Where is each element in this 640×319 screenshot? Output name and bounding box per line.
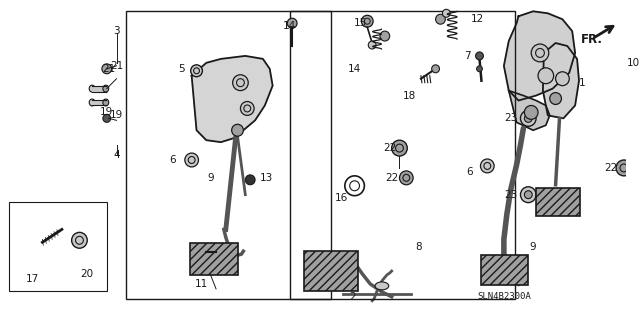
- Circle shape: [72, 232, 87, 248]
- Circle shape: [343, 273, 351, 281]
- Text: 11: 11: [195, 279, 208, 289]
- Text: 13: 13: [260, 173, 273, 183]
- Ellipse shape: [89, 85, 95, 92]
- Circle shape: [241, 101, 254, 115]
- Text: 20: 20: [81, 269, 94, 279]
- Bar: [92, 85, 108, 93]
- Ellipse shape: [103, 85, 109, 92]
- Text: 9: 9: [530, 242, 536, 252]
- Ellipse shape: [103, 99, 109, 106]
- Circle shape: [520, 110, 536, 126]
- Text: 21: 21: [102, 64, 115, 74]
- Circle shape: [232, 124, 243, 136]
- Text: 14: 14: [283, 21, 296, 31]
- Text: 9: 9: [208, 173, 214, 183]
- Circle shape: [245, 175, 255, 185]
- Polygon shape: [543, 43, 579, 118]
- Text: 7: 7: [465, 51, 471, 61]
- Circle shape: [185, 153, 198, 167]
- Polygon shape: [191, 56, 273, 142]
- Text: 17: 17: [26, 274, 39, 284]
- Text: 2: 2: [349, 292, 356, 302]
- Text: 19: 19: [110, 110, 123, 120]
- Circle shape: [232, 75, 248, 91]
- Circle shape: [520, 187, 536, 203]
- Text: SLN4B2300A: SLN4B2300A: [477, 292, 531, 301]
- Circle shape: [368, 41, 376, 49]
- Circle shape: [531, 44, 548, 62]
- Bar: [92, 100, 108, 107]
- Text: 22: 22: [385, 173, 398, 183]
- Text: 15: 15: [354, 18, 367, 28]
- Circle shape: [362, 15, 373, 27]
- Circle shape: [476, 52, 483, 60]
- Text: 23: 23: [504, 113, 517, 123]
- Polygon shape: [504, 11, 575, 100]
- Text: 3: 3: [113, 26, 120, 36]
- Bar: [290, 11, 515, 299]
- Text: 21: 21: [110, 61, 123, 71]
- Text: 6: 6: [467, 167, 473, 177]
- Text: 4: 4: [113, 150, 120, 160]
- Circle shape: [102, 64, 111, 74]
- Text: 6: 6: [169, 155, 175, 165]
- Circle shape: [550, 93, 561, 105]
- Circle shape: [103, 115, 111, 122]
- Circle shape: [432, 65, 440, 73]
- Circle shape: [616, 160, 632, 176]
- Circle shape: [392, 140, 407, 156]
- Text: 18: 18: [403, 91, 416, 100]
- Circle shape: [339, 269, 355, 285]
- Circle shape: [481, 159, 494, 173]
- Ellipse shape: [319, 272, 328, 281]
- Circle shape: [477, 66, 483, 72]
- Text: 14: 14: [348, 64, 361, 74]
- Text: FR.: FR.: [581, 33, 603, 46]
- Circle shape: [345, 176, 364, 196]
- Circle shape: [524, 106, 538, 119]
- Circle shape: [556, 72, 569, 85]
- Circle shape: [524, 191, 532, 199]
- Bar: [304, 251, 358, 291]
- Text: 8: 8: [416, 242, 422, 252]
- Circle shape: [399, 171, 413, 185]
- Text: 12: 12: [471, 14, 484, 24]
- Bar: [323, 273, 339, 281]
- Text: 22: 22: [605, 163, 618, 173]
- Text: 19: 19: [100, 108, 113, 117]
- Bar: [481, 255, 528, 285]
- Ellipse shape: [89, 99, 95, 106]
- Circle shape: [436, 14, 445, 24]
- Bar: [536, 188, 580, 216]
- Text: 5: 5: [179, 64, 185, 74]
- Bar: [126, 11, 331, 299]
- Circle shape: [524, 115, 532, 122]
- Circle shape: [380, 31, 390, 41]
- Ellipse shape: [375, 282, 388, 290]
- Circle shape: [191, 65, 202, 77]
- Ellipse shape: [324, 272, 338, 281]
- Text: 23: 23: [504, 190, 517, 200]
- Polygon shape: [509, 91, 550, 130]
- Text: 16: 16: [334, 193, 348, 203]
- Circle shape: [442, 9, 450, 17]
- Text: 1: 1: [579, 78, 585, 88]
- Bar: [9, 202, 107, 291]
- Circle shape: [287, 18, 297, 28]
- Text: 22: 22: [383, 143, 396, 153]
- Circle shape: [538, 68, 554, 84]
- Text: 10: 10: [627, 58, 640, 68]
- Bar: [189, 243, 239, 275]
